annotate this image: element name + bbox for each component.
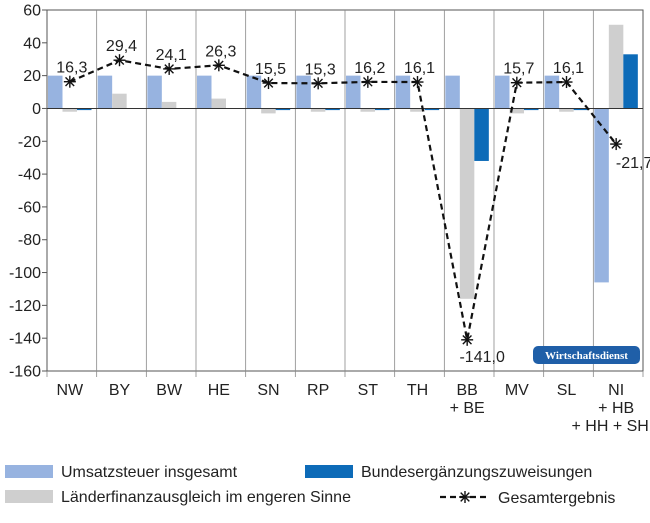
line-point xyxy=(560,76,573,89)
bar-1 xyxy=(246,75,262,109)
category-label: NW xyxy=(57,382,85,399)
category-label: NI xyxy=(608,382,624,399)
line-point xyxy=(113,54,126,67)
bar-1 xyxy=(48,75,63,109)
category-label: + BE xyxy=(450,400,485,417)
bar-3 xyxy=(325,108,340,111)
bar-2 xyxy=(261,108,276,114)
line-point xyxy=(262,77,275,90)
bar-3 xyxy=(623,54,638,109)
y-tick-label: -60 xyxy=(18,199,41,216)
category-label: ST xyxy=(358,382,379,399)
bar-3 xyxy=(573,108,589,111)
y-tick-label: -20 xyxy=(18,134,41,151)
data-label: 16,3 xyxy=(56,60,87,77)
bar-2 xyxy=(112,93,127,109)
bar-3 xyxy=(375,108,390,111)
legend-label: Länderfinanzausgleich im engeren Sinne xyxy=(61,489,351,506)
bar-1 xyxy=(395,75,411,109)
line-point xyxy=(461,333,474,346)
legend-swatch xyxy=(305,465,353,478)
line-point xyxy=(411,76,424,89)
bar-1 xyxy=(495,75,510,109)
category-label: SN xyxy=(257,382,279,399)
bar-1 xyxy=(544,75,560,109)
bar-3 xyxy=(524,108,539,111)
bar-3 xyxy=(77,108,92,111)
watermark-badge xyxy=(533,346,640,364)
y-tick-label: 40 xyxy=(23,35,41,52)
bar-1 xyxy=(197,75,212,109)
data-label: -21,7 xyxy=(616,155,650,172)
line-point xyxy=(312,77,325,90)
y-tick-label: -120 xyxy=(9,298,41,315)
legend-marker xyxy=(459,491,471,503)
line-point xyxy=(510,76,523,89)
bar-1 xyxy=(445,75,460,109)
category-label: MV xyxy=(505,382,529,399)
line-gesamtergebnis xyxy=(69,59,618,341)
category-label: BW xyxy=(156,382,183,399)
bar-3 xyxy=(275,108,291,111)
bar-3 xyxy=(424,108,440,111)
y-tick-label: -40 xyxy=(18,167,41,184)
line-point xyxy=(212,59,225,72)
data-label: 16,2 xyxy=(354,60,385,77)
bar-2 xyxy=(509,108,524,114)
legend-label: Gesamtergebnis xyxy=(498,490,615,507)
bar-2 xyxy=(360,108,375,112)
category-label: BB xyxy=(456,382,477,399)
data-label: 16,1 xyxy=(553,60,584,77)
y-tick-label: -100 xyxy=(9,265,41,282)
bar-3 xyxy=(474,108,489,161)
bar-2 xyxy=(608,24,624,109)
bar-1 xyxy=(346,75,361,109)
line-point xyxy=(63,75,76,88)
bar-1 xyxy=(296,75,311,109)
data-label: 26,3 xyxy=(205,43,236,60)
legend-swatch xyxy=(5,465,53,478)
y-tick-label: 0 xyxy=(32,101,41,118)
data-label: 29,4 xyxy=(106,38,137,55)
line-point xyxy=(361,75,374,88)
category-label: HE xyxy=(208,382,230,399)
data-label: 15,7 xyxy=(503,61,534,78)
data-label: 15,5 xyxy=(255,61,286,78)
line-point xyxy=(610,138,623,151)
data-label: 16,1 xyxy=(404,60,435,77)
bar-1 xyxy=(594,108,609,283)
legend-label: Bundesergänzungszuweisungen xyxy=(361,464,592,481)
bar-2 xyxy=(62,108,77,112)
category-label: SL xyxy=(557,382,577,399)
category-label: RP xyxy=(307,382,329,399)
bar-2 xyxy=(211,98,226,109)
bar-1 xyxy=(147,75,162,109)
legend-swatch xyxy=(5,490,53,503)
bar-1 xyxy=(97,75,113,109)
category-label: + HH + SH xyxy=(571,418,648,435)
y-tick-label: 20 xyxy=(23,68,41,85)
y-tick-label: -80 xyxy=(18,232,41,249)
watermark-text: Wirtschaftsdienst xyxy=(545,350,628,362)
data-label: -141,0 xyxy=(459,349,504,366)
legend-label: Umsatzsteuer insgesamt xyxy=(61,464,238,481)
bar-2 xyxy=(161,101,177,109)
category-label: TH xyxy=(407,382,428,399)
bar-2 xyxy=(310,108,326,112)
bar-2 xyxy=(559,108,574,112)
line-point xyxy=(163,62,176,75)
y-tick-label: -160 xyxy=(9,364,41,381)
bar-2 xyxy=(410,108,425,112)
y-tick-label: -140 xyxy=(9,331,41,348)
bar-2 xyxy=(459,108,475,299)
category-label: + HB xyxy=(598,400,634,417)
category-label: BY xyxy=(109,382,131,399)
data-label: 24,1 xyxy=(156,47,187,64)
data-label: 15,3 xyxy=(305,61,336,78)
y-tick-label: 60 xyxy=(23,3,41,20)
